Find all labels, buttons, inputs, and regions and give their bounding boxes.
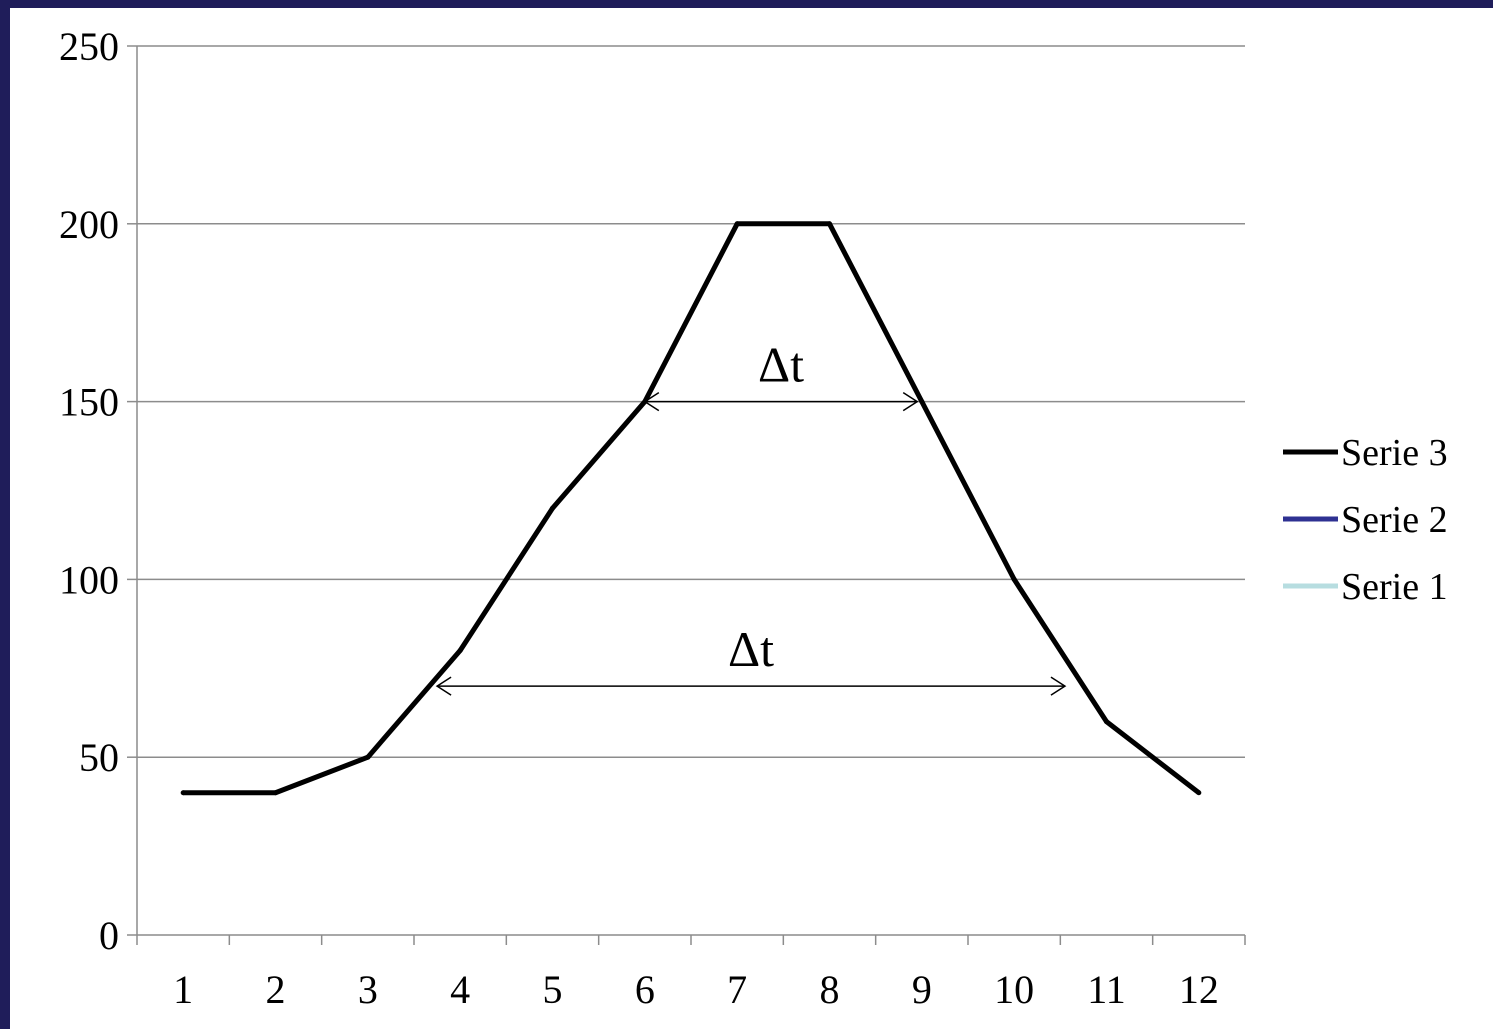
data-point [180,790,186,796]
data-point [734,221,740,227]
y-tick-label: 200 [59,202,119,247]
annotation-label: Δt [758,337,804,393]
y-tick-label: 50 [79,735,119,780]
x-tick-label: 10 [994,967,1034,1012]
data-point [1196,790,1202,796]
annotation-arrowhead-left [643,391,660,412]
data-point [1104,719,1109,725]
y-tick-label: 250 [59,24,119,69]
x-tick-label: 11 [1087,967,1126,1012]
legend-label: Serie 2 [1341,499,1448,541]
annotation-label: Δt [728,621,774,677]
data-point [365,754,371,760]
data-point [1011,576,1017,582]
x-tick-label: 4 [450,967,470,1012]
x-tick-label: 6 [635,967,655,1012]
data-point [827,221,832,227]
legend-label: Serie 1 [1341,566,1448,608]
y-tick-label: 100 [59,557,119,602]
x-tick-label: 2 [266,967,286,1012]
x-tick-label: 9 [912,967,932,1012]
annotation-arrowhead-left [435,676,452,696]
series-line [183,221,1201,796]
chart-area: Δt Δt Serie 3 Serie 2 Serie 1 0 50 100 150 200 2… [10,8,1493,1029]
x-tick-label: 12 [1179,967,1219,1012]
data-point [273,790,278,796]
y-tick-label: 150 [59,380,119,425]
x-tick-label: 3 [358,967,378,1012]
legend-label: Serie 3 [1341,432,1448,474]
data-point [550,505,555,511]
x-tick-label: 1 [173,967,193,1012]
y-tick-label: 0 [99,913,119,958]
x-tick-label: 8 [820,967,840,1012]
line-chart: Δt Δt Serie 3 Serie 2 Serie 1 0 50 100 150 200 2… [59,24,1448,1012]
x-tick-label: 7 [727,967,747,1012]
x-tick-label: 5 [543,967,563,1012]
data-point [457,648,463,654]
annotation-arrowhead-right [902,391,919,412]
data-point [919,399,925,405]
annotation-arrowhead-right [1050,676,1067,696]
